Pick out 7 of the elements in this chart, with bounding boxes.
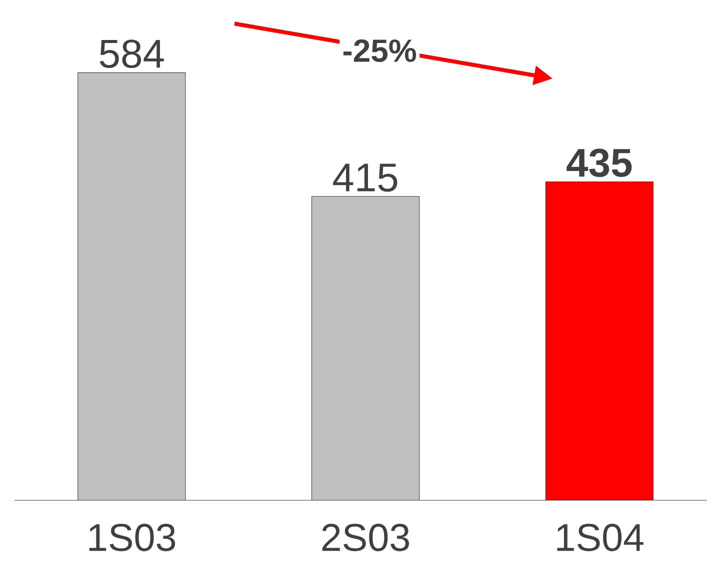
x-tick-label: 1S03 [89, 524, 176, 552]
data-label: 584 [100, 40, 164, 68]
x-tick-label: 1S04 [557, 524, 644, 552]
data-label: 435 [566, 148, 632, 178]
data-label: 415 [333, 164, 398, 192]
text: -25% [343, 39, 416, 62]
x-tick-label: 2S03 [322, 524, 409, 552]
